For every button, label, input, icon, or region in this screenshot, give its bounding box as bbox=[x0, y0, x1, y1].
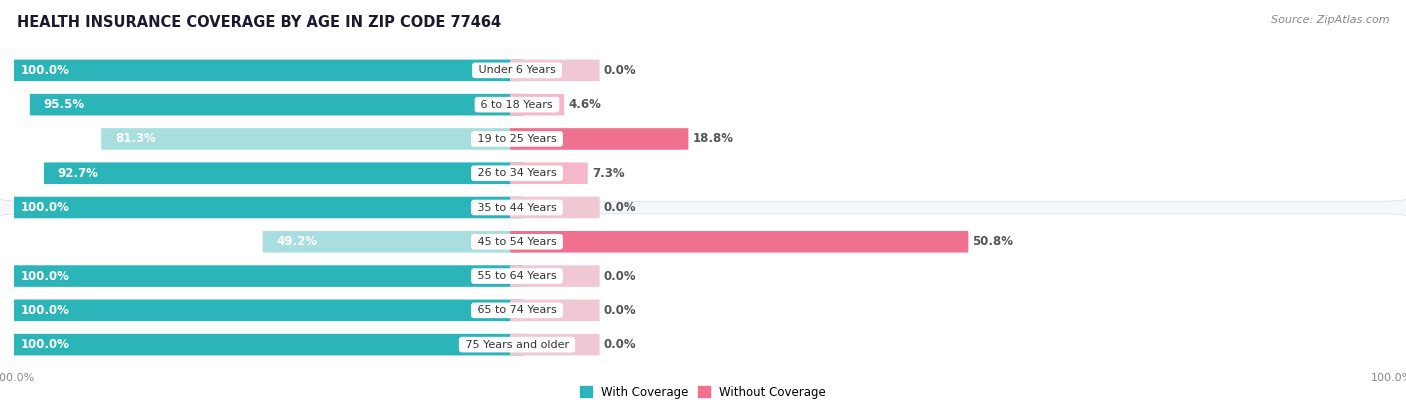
FancyBboxPatch shape bbox=[510, 197, 599, 218]
Text: 45 to 54 Years: 45 to 54 Years bbox=[474, 237, 560, 247]
Text: 100.0%: 100.0% bbox=[21, 201, 70, 214]
FancyBboxPatch shape bbox=[510, 60, 599, 81]
FancyBboxPatch shape bbox=[510, 300, 599, 321]
Text: 0.0%: 0.0% bbox=[603, 201, 637, 214]
Legend: With Coverage, Without Coverage: With Coverage, Without Coverage bbox=[575, 381, 831, 403]
Text: 0.0%: 0.0% bbox=[603, 338, 637, 351]
Text: 35 to 44 Years: 35 to 44 Years bbox=[474, 203, 560, 212]
FancyBboxPatch shape bbox=[510, 94, 564, 115]
Text: HEALTH INSURANCE COVERAGE BY AGE IN ZIP CODE 77464: HEALTH INSURANCE COVERAGE BY AGE IN ZIP … bbox=[17, 15, 501, 29]
FancyBboxPatch shape bbox=[510, 265, 599, 287]
Text: 65 to 74 Years: 65 to 74 Years bbox=[474, 305, 560, 315]
FancyBboxPatch shape bbox=[7, 334, 524, 355]
FancyBboxPatch shape bbox=[0, 0, 1406, 201]
Text: 19 to 25 Years: 19 to 25 Years bbox=[474, 134, 560, 144]
Text: 75 Years and older: 75 Years and older bbox=[461, 339, 572, 349]
Text: 7.3%: 7.3% bbox=[592, 167, 624, 180]
Text: 55 to 64 Years: 55 to 64 Years bbox=[474, 271, 560, 281]
FancyBboxPatch shape bbox=[7, 197, 524, 218]
Text: 49.2%: 49.2% bbox=[277, 235, 318, 248]
Text: 100.0%: 100.0% bbox=[21, 338, 70, 351]
Text: 100.0%: 100.0% bbox=[21, 64, 70, 77]
Text: 26 to 34 Years: 26 to 34 Years bbox=[474, 168, 560, 178]
FancyBboxPatch shape bbox=[7, 300, 524, 321]
Text: 0.0%: 0.0% bbox=[603, 64, 637, 77]
Text: 95.5%: 95.5% bbox=[44, 98, 84, 111]
Text: 50.8%: 50.8% bbox=[973, 235, 1014, 248]
Text: 0.0%: 0.0% bbox=[603, 304, 637, 317]
FancyBboxPatch shape bbox=[0, 214, 1406, 415]
Text: 100.0%: 100.0% bbox=[21, 270, 70, 283]
Text: Source: ZipAtlas.com: Source: ZipAtlas.com bbox=[1271, 15, 1389, 24]
Text: 100.0%: 100.0% bbox=[21, 304, 70, 317]
Text: 0.0%: 0.0% bbox=[603, 270, 637, 283]
FancyBboxPatch shape bbox=[7, 265, 524, 287]
FancyBboxPatch shape bbox=[101, 128, 524, 150]
FancyBboxPatch shape bbox=[44, 162, 524, 184]
FancyBboxPatch shape bbox=[7, 60, 524, 81]
FancyBboxPatch shape bbox=[30, 94, 524, 115]
Text: 81.3%: 81.3% bbox=[115, 132, 156, 145]
Text: 6 to 18 Years: 6 to 18 Years bbox=[478, 100, 557, 110]
FancyBboxPatch shape bbox=[510, 128, 689, 150]
Text: 18.8%: 18.8% bbox=[693, 132, 734, 145]
Text: 4.6%: 4.6% bbox=[568, 98, 602, 111]
Text: 92.7%: 92.7% bbox=[58, 167, 98, 180]
FancyBboxPatch shape bbox=[510, 231, 969, 253]
FancyBboxPatch shape bbox=[510, 334, 599, 355]
Text: Under 6 Years: Under 6 Years bbox=[475, 66, 560, 76]
FancyBboxPatch shape bbox=[510, 162, 588, 184]
FancyBboxPatch shape bbox=[263, 231, 524, 253]
